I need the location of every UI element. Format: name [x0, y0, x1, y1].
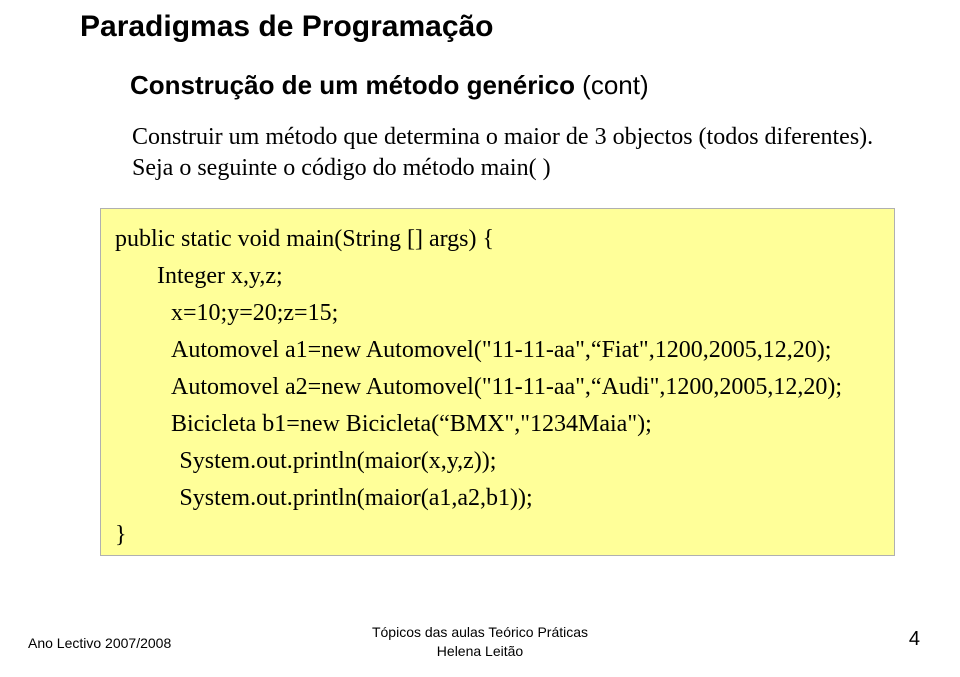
page-title: Paradigmas de Programação	[80, 10, 494, 44]
code-line: Integer x,y,z;	[115, 258, 882, 295]
subtitle-cont: (cont)	[575, 70, 649, 100]
code-line: Bicicleta b1=new Bicicleta(“BMX","1234Ma…	[115, 406, 882, 443]
code-line: System.out.println(maior(a1,a2,b1));	[115, 480, 882, 517]
footer-center-line2: Helena Leitão	[437, 643, 523, 659]
subtitle-strong: Construção de um método genérico	[130, 70, 575, 100]
footer-center-line1: Tópicos das aulas Teórico Práticas	[372, 624, 588, 640]
footer-page-number: 4	[909, 628, 920, 651]
code-line: }	[115, 517, 882, 554]
section-subtitle: Construção de um método genérico (cont)	[130, 70, 649, 101]
code-line: Automovel a2=new Automovel("11-11-aa",“A…	[115, 369, 882, 406]
code-block: public static void main(String [] args) …	[100, 208, 895, 556]
description-text: Construir um método que determina o maio…	[132, 122, 890, 184]
code-line: public static void main(String [] args) …	[115, 221, 882, 258]
footer-center: Tópicos das aulas Teórico Práticas Helen…	[0, 623, 960, 661]
code-line: Automovel a1=new Automovel("11-11-aa",“F…	[115, 332, 882, 369]
slide: Paradigmas de Programação Construção de …	[0, 0, 960, 677]
code-line: System.out.println(maior(x,y,z));	[115, 443, 882, 480]
code-line: x=10;y=20;z=15;	[115, 295, 882, 332]
